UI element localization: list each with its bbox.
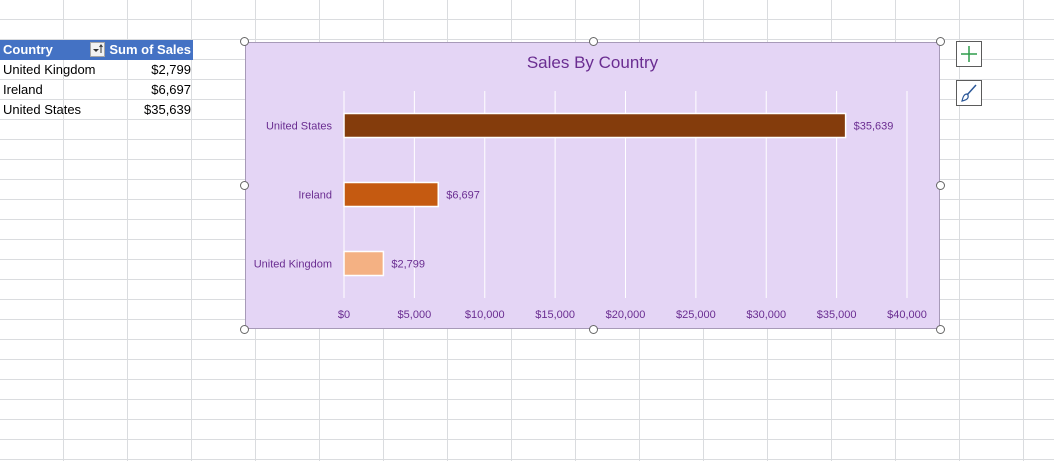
pivot-sales-cell[interactable]: $2,799	[151, 62, 191, 77]
pivot-header-country[interactable]: Country	[0, 40, 109, 60]
resize-handle-bottom-right[interactable]	[936, 325, 945, 334]
data-label: $6,697	[446, 190, 480, 202]
resize-handle-bottom-left[interactable]	[240, 325, 249, 334]
bar-ireland[interactable]	[343, 181, 440, 208]
paintbrush-icon	[961, 84, 977, 102]
filter-sort-button[interactable]	[90, 42, 105, 57]
x-tick-label: $35,000	[817, 309, 857, 321]
resize-handle-top[interactable]	[589, 37, 598, 46]
sort-filter-icon	[93, 44, 103, 53]
resize-handle-top-right[interactable]	[936, 37, 945, 46]
x-tick-label: $15,000	[535, 309, 575, 321]
y-category-label: United States	[266, 121, 333, 133]
pivot-country-cell[interactable]: Ireland	[3, 82, 43, 97]
pivot-header-sales[interactable]: Sum of Sales	[109, 40, 193, 60]
pivot-sales-cell[interactable]: $35,639	[144, 102, 191, 117]
table-row: United States $35,639	[0, 100, 193, 120]
y-category-label: United Kingdom	[254, 259, 332, 271]
resize-handle-top-left[interactable]	[240, 37, 249, 46]
pivot-country-cell[interactable]: United Kingdom	[3, 62, 96, 77]
table-row: United Kingdom $2,799	[0, 60, 193, 80]
pivot-header-row: Country Sum of Sales	[0, 40, 193, 60]
resize-handle-right[interactable]	[936, 181, 945, 190]
chart-plot-area[interactable]: $0 $5,000 $10,000 $15,000 $20,000 $25,000 $30,…	[246, 43, 941, 330]
resize-handle-left[interactable]	[240, 181, 249, 190]
x-tick-label: $5,000	[398, 309, 432, 321]
chart-elements-button[interactable]	[956, 41, 982, 67]
resize-handle-bottom[interactable]	[589, 325, 598, 334]
x-tick-label: $25,000	[676, 309, 716, 321]
y-category-label: Ireland	[298, 190, 332, 202]
pivot-country-cell[interactable]: United States	[3, 102, 82, 117]
bar-united-kingdom[interactable]	[343, 250, 385, 277]
sales-chart[interactable]: Sales By Country $0 $5,000 $10,000 $15,000 $…	[245, 42, 940, 329]
x-tick-label: $20,000	[606, 309, 646, 321]
data-label: $35,639	[854, 121, 894, 133]
pivot-sales-cell[interactable]: $6,697	[151, 82, 191, 97]
bar-united-states[interactable]	[343, 112, 847, 139]
x-tick-label: $30,000	[746, 309, 786, 321]
table-row: Ireland $6,697	[0, 80, 193, 100]
chart-title[interactable]: Sales By Country	[526, 53, 659, 72]
x-tick-label: $10,000	[465, 309, 505, 321]
plus-icon	[961, 46, 977, 62]
data-label: $2,799	[391, 259, 425, 271]
x-tick-label: $40,000	[887, 309, 927, 321]
chart-styles-button[interactable]	[956, 80, 982, 106]
x-tick-label: $0	[338, 309, 350, 321]
